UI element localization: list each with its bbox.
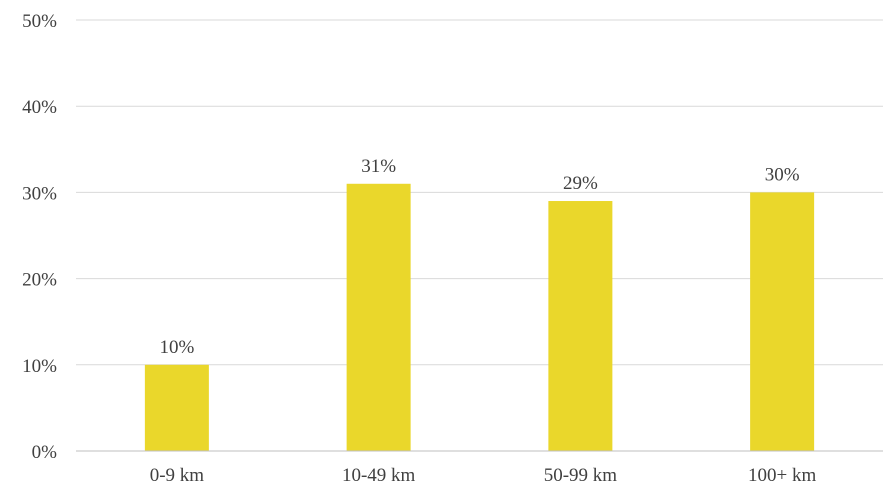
bars bbox=[144, 183, 815, 451]
bar bbox=[144, 364, 209, 451]
x-tick-label: 0-9 km bbox=[150, 465, 205, 486]
bar bbox=[548, 201, 613, 451]
x-tick-label: 10-49 km bbox=[342, 465, 416, 486]
y-tick-label: 0% bbox=[32, 442, 58, 463]
x-tick-label: 100+ km bbox=[748, 465, 816, 486]
y-tick-label: 20% bbox=[22, 270, 57, 291]
gridlines bbox=[76, 19, 883, 366]
x-axis-tick-labels: 0-9 km 10-49 km 50-99 km 100+ km bbox=[150, 465, 817, 486]
data-label: 29% bbox=[563, 173, 598, 194]
y-tick-label: 10% bbox=[22, 356, 57, 377]
bar bbox=[750, 192, 815, 451]
data-label: 31% bbox=[361, 156, 396, 177]
x-tick-label: 50-99 km bbox=[544, 465, 618, 486]
y-tick-label: 40% bbox=[22, 97, 57, 118]
y-tick-label: 30% bbox=[22, 183, 57, 204]
data-label: 30% bbox=[765, 164, 800, 185]
bar bbox=[346, 183, 411, 451]
data-labels: 10% 31% 29% 30% bbox=[159, 156, 799, 358]
y-axis-tick-labels: 0% 10% 20% 30% 40% 50% bbox=[22, 11, 57, 463]
data-label: 10% bbox=[159, 337, 194, 358]
y-tick-label: 50% bbox=[22, 11, 57, 32]
